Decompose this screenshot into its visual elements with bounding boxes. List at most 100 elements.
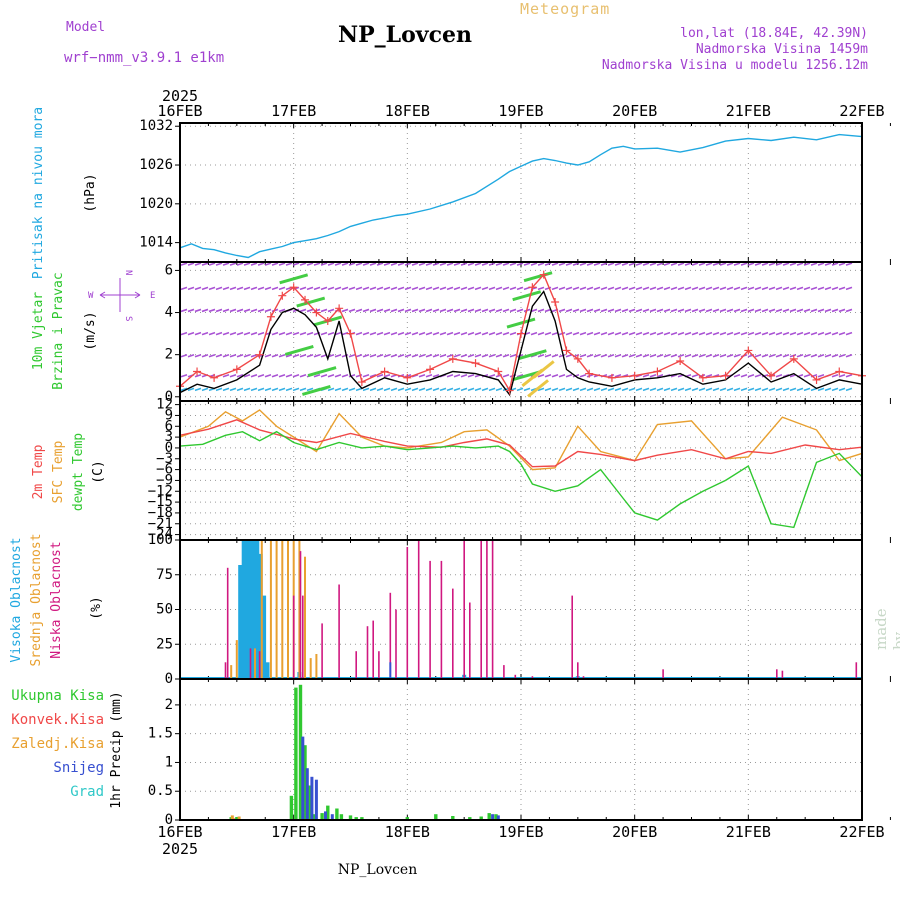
wind-barb: [810, 353, 818, 358]
wind-barb: [677, 262, 685, 266]
wind-barb: [796, 387, 804, 392]
wind-barb: [544, 373, 552, 378]
wind-barb: [250, 373, 258, 378]
y-tick-label: 50: [156, 602, 173, 618]
wind-barb-strong: [527, 379, 549, 398]
y-tick-label: 9: [165, 407, 173, 423]
total-rain-bar: [235, 817, 239, 820]
wind-barb: [796, 353, 804, 358]
wind-barb: [369, 308, 377, 313]
wind-gust-marker: [744, 346, 753, 355]
wind-barb: [733, 308, 741, 313]
y-tick-label: 0: [165, 389, 173, 405]
wind-barb: [579, 262, 587, 266]
wind-barb: [845, 353, 853, 358]
wind-barb: [404, 286, 412, 291]
wind-barb: [579, 286, 587, 291]
wind-barb: [782, 286, 790, 291]
wind-barb: [684, 387, 692, 392]
wind-gust-marker: [539, 270, 548, 279]
wind-barb: [299, 353, 307, 358]
wind-barb: [621, 331, 629, 336]
wind-barb: [348, 387, 356, 392]
y-tick-label: 75: [156, 567, 173, 583]
snow-bar: [496, 815, 500, 820]
wind-barb: [740, 286, 748, 291]
wind-barb: [362, 308, 370, 313]
wind-barb: [467, 387, 475, 392]
precip-unit-label: 1hr Precip (mm): [109, 691, 124, 808]
wind-barb: [789, 387, 797, 392]
wind-barb: [495, 262, 503, 266]
wind-barb: [376, 262, 384, 266]
wind-barb: [684, 331, 692, 336]
total-rain-bar: [348, 815, 353, 820]
wind-barb: [565, 286, 573, 291]
wind-gust-line: [179, 273, 863, 393]
wind-barb: [229, 353, 237, 358]
wind-barb: [460, 286, 468, 291]
wind-barb: [649, 262, 657, 266]
wind-barb: [474, 353, 482, 358]
wind-gust-marker: [255, 350, 264, 359]
wind-barb: [593, 286, 601, 291]
wind-barb: [761, 286, 769, 291]
wind-barb: [327, 373, 335, 378]
wind-barb: [831, 308, 839, 313]
wind-barb: [397, 331, 405, 336]
wind-barb: [355, 262, 363, 266]
wind-barb: [432, 353, 440, 358]
wind-barb: [411, 331, 419, 336]
wind-barb: [516, 262, 524, 266]
wind-barb: [831, 331, 839, 336]
x-tick-label-top: 16FEB: [157, 102, 202, 120]
wind-barb: [705, 373, 713, 378]
wind-barb: [558, 373, 566, 378]
wind-barb: [712, 387, 720, 392]
wind-barb: [292, 373, 300, 378]
wind-barb: [481, 308, 489, 313]
wind-barb: [425, 387, 433, 392]
wind-barb: [768, 308, 776, 313]
wind-barb: [579, 373, 587, 378]
wind-barb: [824, 387, 832, 392]
wind-barb: [579, 331, 587, 336]
total-rain-bar: [434, 814, 438, 820]
precip-legend-label: Grad: [70, 784, 104, 800]
wind-barb: [320, 308, 328, 313]
wind-barb: [439, 262, 447, 266]
wind-barb: [236, 373, 244, 378]
wind-barb: [775, 331, 783, 336]
wind-barb: [747, 387, 755, 392]
wind-barb: [502, 308, 510, 313]
x-tick-label-bottom: 16FEB: [157, 823, 202, 841]
wind-barb: [761, 331, 769, 336]
wind-barb: [565, 353, 573, 358]
wind-barb: [369, 373, 377, 378]
wind-barb: [320, 331, 328, 336]
wind-barb: [446, 373, 454, 378]
wind-barb: [733, 331, 741, 336]
wind-barb: [425, 308, 433, 313]
wind-barb: [544, 331, 552, 336]
wind-barb: [243, 308, 251, 313]
mid-cloud-bar: [269, 540, 272, 679]
wind-barb: [257, 262, 265, 266]
wind-barb: [334, 387, 342, 392]
wind-barb: [411, 262, 419, 266]
y-tick-label: 6: [165, 418, 173, 434]
freezing-rain-bar: [237, 816, 241, 820]
wind-barb: [264, 373, 272, 378]
wind-barb: [621, 308, 629, 313]
wind-barb: [789, 262, 797, 266]
wind-barb: [558, 286, 566, 291]
wind-barb: [614, 262, 622, 266]
wind-barb: [229, 331, 237, 336]
high-cloud-bar: [262, 595, 267, 679]
low-cloud-bar: [463, 540, 465, 679]
wind-barb: [761, 308, 769, 313]
wind-barb: [467, 353, 475, 358]
mid-cloud-bar: [309, 658, 312, 679]
wind-barb: [299, 308, 307, 313]
high-cloud-bar: [255, 540, 260, 679]
